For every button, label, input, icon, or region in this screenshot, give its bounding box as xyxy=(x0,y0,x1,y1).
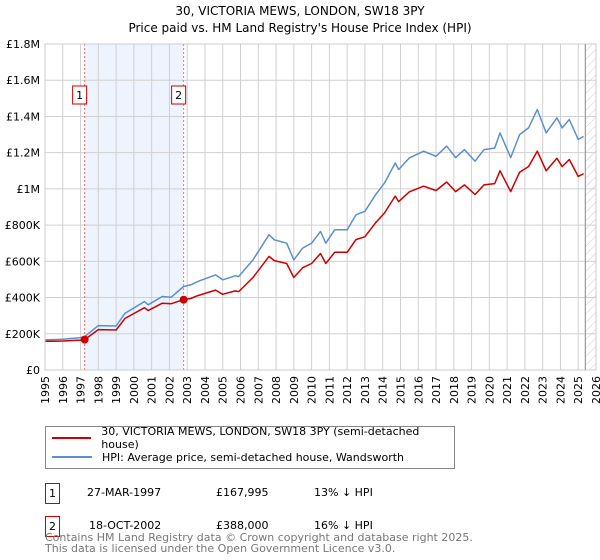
sale-marker-label: 1 xyxy=(76,89,83,102)
sale-hpi-diff: 16% ↓ HPI xyxy=(314,519,373,532)
legend: 30, VICTORIA MEWS, LONDON, SW18 3PY (sem… xyxy=(45,425,455,469)
x-tick-label: 1999 xyxy=(110,376,123,404)
sale-date: 27-MAR-1997 xyxy=(87,486,162,499)
y-tick-label: £200K xyxy=(5,328,41,341)
sale-price: £388,000 xyxy=(216,519,269,532)
sale-marker-label: 1 xyxy=(45,483,60,504)
property-price-line xyxy=(44,150,584,343)
y-tick-label: £0 xyxy=(26,364,40,377)
x-tick-label: 2024 xyxy=(554,376,567,404)
legend-swatch-red xyxy=(52,437,92,439)
y-tick-label: £1.2M xyxy=(6,147,40,160)
x-tick-label: 2016 xyxy=(412,376,425,404)
plot-border xyxy=(44,43,597,371)
x-tick-label: 2011 xyxy=(323,376,336,404)
x-tick-label: 2001 xyxy=(146,376,159,404)
sale-point xyxy=(179,295,188,304)
footer-licence: This data is licensed under the Open Gov… xyxy=(45,542,396,555)
sale-marker-label: 2 xyxy=(45,516,60,537)
y-tick-label: £1.6M xyxy=(6,74,40,87)
x-tick-label: 2003 xyxy=(181,376,194,404)
legend-label: HPI: Average price, semi-detached house,… xyxy=(102,450,404,464)
hpi-line xyxy=(44,108,584,341)
legend-item-hpi: HPI: Average price, semi-detached house,… xyxy=(52,449,404,465)
x-tick-label: 2017 xyxy=(430,376,443,404)
x-tick-label: 2000 xyxy=(128,376,141,404)
forecast-hatch xyxy=(585,44,596,370)
x-tick-label: 2018 xyxy=(448,376,461,404)
x-tick-label: 2002 xyxy=(163,376,176,404)
x-tick-label: 2023 xyxy=(537,376,550,404)
sale-marker-label: 2 xyxy=(175,89,182,102)
x-tick-label: 2010 xyxy=(306,376,319,404)
x-tick-label: 2026 xyxy=(590,376,600,404)
x-tick-label: 2022 xyxy=(519,376,532,404)
x-tick-label: 2012 xyxy=(341,376,354,404)
legend-item-property: 30, VICTORIA MEWS, LONDON, SW18 3PY (sem… xyxy=(52,425,454,451)
x-tick-label: 2015 xyxy=(394,376,407,404)
legend-label: 30, VICTORIA MEWS, LONDON, SW18 3PY (sem… xyxy=(101,425,420,451)
y-tick-label: £800K xyxy=(5,219,41,232)
x-tick-label: 2020 xyxy=(483,376,496,404)
x-tick-label: 2019 xyxy=(466,376,479,404)
y-tick-label: £1.4M xyxy=(6,110,40,123)
x-tick-label: 1996 xyxy=(57,376,70,404)
y-tick-label: £1.8M xyxy=(6,38,40,51)
sale-price: £167,995 xyxy=(216,486,269,499)
price-chart: 30, VICTORIA MEWS, LONDON, SW18 3PY Pric… xyxy=(5,4,600,404)
x-tick-label: 1997 xyxy=(75,376,88,404)
chart-subtitle: Price paid vs. HM Land Registry's House … xyxy=(128,21,471,35)
x-tick-label: 2013 xyxy=(359,376,372,404)
x-tick-label: 2005 xyxy=(217,376,230,404)
chart-title: 30, VICTORIA MEWS, LONDON, SW18 3PY xyxy=(175,4,425,18)
footer: Contains HM Land Registry data © Crown c… xyxy=(45,532,473,554)
x-tick-label: 1998 xyxy=(92,376,105,404)
x-tick-label: 1995 xyxy=(39,376,52,404)
x-tick-label: 2021 xyxy=(501,376,514,404)
x-tick-label: 2025 xyxy=(572,376,585,404)
x-tick-label: 2007 xyxy=(252,376,265,404)
y-tick-label: £1M xyxy=(17,183,41,196)
y-tick-label: £400K xyxy=(5,292,41,305)
x-tick-label: 2008 xyxy=(270,376,283,404)
sale-marker-box xyxy=(171,85,187,105)
sale-marker-box xyxy=(72,85,88,105)
x-tick-label: 2014 xyxy=(377,376,390,404)
x-tick-label: 2006 xyxy=(235,376,248,404)
x-tick-label: 2009 xyxy=(288,376,301,404)
x-tick-label: 2004 xyxy=(199,376,212,404)
sale-point xyxy=(80,335,89,344)
sale-date: 18-OCT-2002 xyxy=(89,519,162,532)
y-tick-label: £600K xyxy=(5,255,41,268)
legend-swatch-blue xyxy=(52,456,92,458)
sale-hpi-diff: 13% ↓ HPI xyxy=(314,486,373,499)
footer-copyright: Contains HM Land Registry data © Crown c… xyxy=(45,531,473,544)
